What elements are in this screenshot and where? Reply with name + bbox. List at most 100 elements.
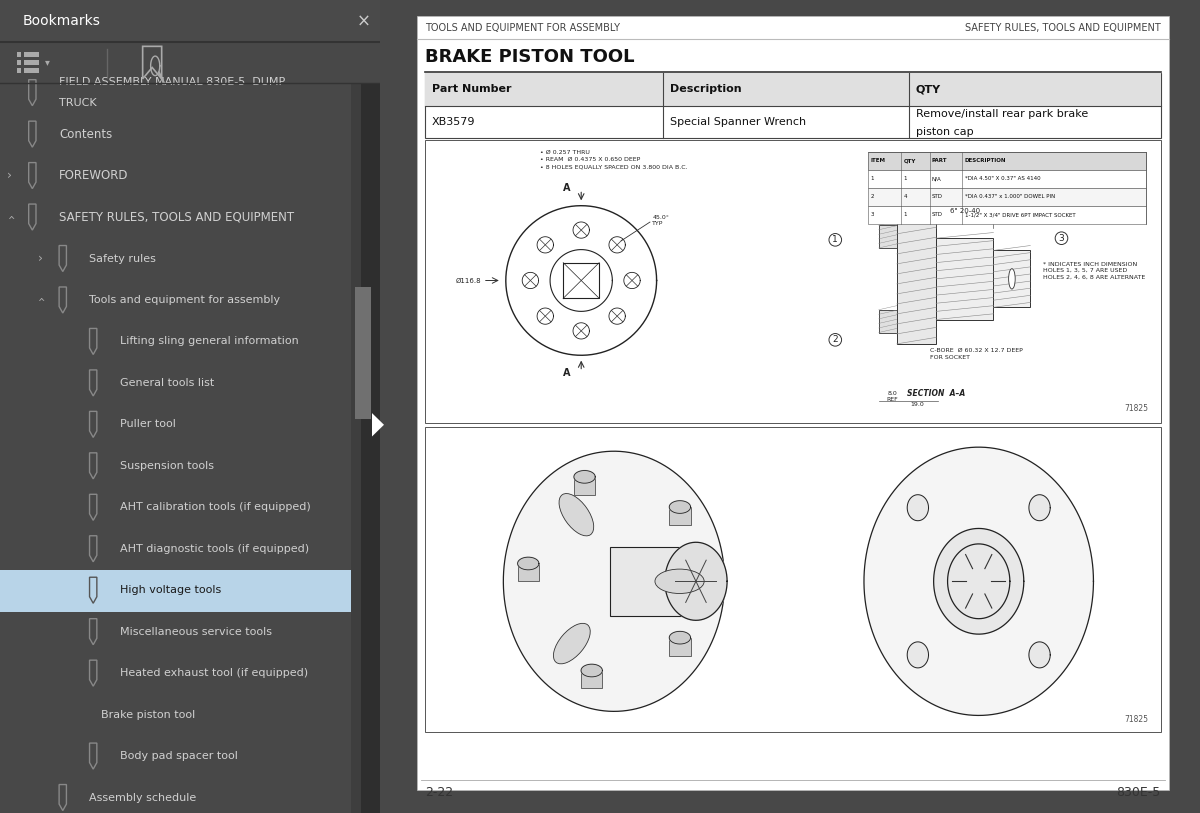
Text: 1: 1 <box>870 176 874 181</box>
Bar <box>0 42 380 83</box>
Text: Description: Description <box>670 85 742 94</box>
Text: * INDICATES INCH DIMENSION
HOLES 1, 3, 5, 7 ARE USED
HOLES 2, 4, 6, 8 ARE ALTERN: * INDICATES INCH DIMENSION HOLES 1, 3, 5… <box>1043 262 1145 280</box>
Text: A: A <box>563 368 570 378</box>
Bar <box>670 507 690 525</box>
Bar <box>994 250 1031 307</box>
Bar <box>426 73 1160 106</box>
Text: 1-1/2" X 3/4" DRIVE 6PT IMPACT SOCKET: 1-1/2" X 3/4" DRIVE 6PT IMPACT SOCKET <box>965 212 1075 217</box>
Text: ›: › <box>7 169 12 182</box>
Polygon shape <box>1028 642 1050 668</box>
Text: 71825: 71825 <box>1124 404 1148 413</box>
Text: 71825: 71825 <box>1124 715 1148 724</box>
Bar <box>868 188 1146 206</box>
Text: ▾: ▾ <box>44 58 49 67</box>
Polygon shape <box>907 494 929 520</box>
Bar <box>670 637 690 655</box>
Bar <box>878 225 896 248</box>
Ellipse shape <box>553 624 590 664</box>
Text: DESCRIPTION: DESCRIPTION <box>965 159 1007 163</box>
Text: 1: 1 <box>833 235 838 245</box>
Text: N/A: N/A <box>932 176 942 181</box>
Bar <box>17 68 20 73</box>
Bar <box>426 73 1160 138</box>
Bar <box>936 238 994 320</box>
Polygon shape <box>907 642 929 668</box>
Text: 1: 1 <box>904 176 907 181</box>
Text: Special Spanner Wrench: Special Spanner Wrench <box>670 117 806 127</box>
Text: ›: › <box>37 252 42 265</box>
Text: AHT diagnostic tools (if equipped): AHT diagnostic tools (if equipped) <box>120 544 308 554</box>
Text: ITEM: ITEM <box>870 159 886 163</box>
Text: Heated exhaust tool (if equipped): Heated exhaust tool (if equipped) <box>120 668 308 678</box>
Text: FIELD ASSEMBLY MANUAL 830E-5  DUMP: FIELD ASSEMBLY MANUAL 830E-5 DUMP <box>59 77 286 87</box>
Text: BRAKE PISTON TOOL: BRAKE PISTON TOOL <box>426 48 635 66</box>
Ellipse shape <box>559 493 594 536</box>
Text: 830E-5: 830E-5 <box>1116 786 1160 799</box>
Text: 8.0
REF: 8.0 REF <box>887 391 899 402</box>
Text: Body pad spacer tool: Body pad spacer tool <box>120 751 238 761</box>
Bar <box>354 287 371 419</box>
Polygon shape <box>864 447 1093 715</box>
Bar <box>878 310 896 333</box>
Bar <box>361 83 380 813</box>
Polygon shape <box>574 471 595 483</box>
Text: 3: 3 <box>870 212 874 217</box>
Text: Ø116.8: Ø116.8 <box>456 277 481 284</box>
Text: High voltage tools: High voltage tools <box>120 585 221 595</box>
Polygon shape <box>670 501 690 513</box>
Polygon shape <box>581 664 602 677</box>
Text: Contents: Contents <box>59 128 113 141</box>
Text: Suspension tools: Suspension tools <box>120 461 214 471</box>
Bar <box>517 563 539 581</box>
Text: PART: PART <box>932 159 948 163</box>
Text: ‹: ‹ <box>4 215 16 220</box>
Bar <box>0 571 352 612</box>
Text: Assembly schedule: Assembly schedule <box>89 793 197 802</box>
Text: Part Number: Part Number <box>432 85 511 94</box>
Polygon shape <box>503 451 725 711</box>
Polygon shape <box>934 528 1024 634</box>
Text: Puller tool: Puller tool <box>120 420 175 429</box>
Bar <box>17 52 20 57</box>
Bar <box>868 206 1146 224</box>
Text: ‹: ‹ <box>34 298 47 302</box>
Ellipse shape <box>655 569 704 593</box>
Text: STD: STD <box>932 194 943 199</box>
Text: SAFETY RULES, TOOLS AND EQUIPMENT: SAFETY RULES, TOOLS AND EQUIPMENT <box>965 23 1160 33</box>
Text: QTY: QTY <box>916 85 941 94</box>
Text: 3: 3 <box>1058 233 1064 243</box>
Polygon shape <box>670 632 690 644</box>
Text: C-BORE  Ø 60.32 X 12.7 DEEP
FOR SOCKET: C-BORE Ø 60.32 X 12.7 DEEP FOR SOCKET <box>930 348 1022 359</box>
Text: • Ø 0.257 THRU
• REAM  Ø 0.4375 X 0.650 DEEP
• 8 HOLES EQUALLY SPACED ON 3.800 D: • Ø 0.257 THRU • REAM Ø 0.4375 X 0.650 D… <box>540 150 688 169</box>
Bar <box>426 427 1160 732</box>
Text: Lifting sling general information: Lifting sling general information <box>120 337 299 346</box>
Text: Safety rules: Safety rules <box>89 254 156 263</box>
Polygon shape <box>372 413 384 437</box>
Ellipse shape <box>1009 268 1015 289</box>
Text: QTY: QTY <box>904 159 916 163</box>
Bar <box>24 68 38 73</box>
Text: Tools and equipment for assembly: Tools and equipment for assembly <box>89 295 281 305</box>
Text: SECTION  A–A: SECTION A–A <box>906 389 965 398</box>
Bar <box>574 477 595 495</box>
Text: TOOLS AND EQUIPMENT FOR ASSEMBLY: TOOLS AND EQUIPMENT FOR ASSEMBLY <box>426 23 620 33</box>
Text: Miscellaneous service tools: Miscellaneous service tools <box>120 627 272 637</box>
Text: FOREWORD: FOREWORD <box>59 169 128 182</box>
Text: Remove/install rear park brake: Remove/install rear park brake <box>916 109 1088 119</box>
Text: Bookmarks: Bookmarks <box>23 14 101 28</box>
Bar <box>896 214 936 344</box>
Text: STD: STD <box>932 212 943 217</box>
Text: 2: 2 <box>870 194 874 199</box>
Bar <box>610 547 692 616</box>
Text: TRUCK: TRUCK <box>59 98 96 108</box>
Bar <box>17 60 20 65</box>
Text: 6" 20-40: 6" 20-40 <box>949 208 980 214</box>
Text: *DIA 4.50" X 0.37" AS 4140: *DIA 4.50" X 0.37" AS 4140 <box>965 176 1040 181</box>
Text: *DIA 0.437" x 1.000" DOWEL PIN: *DIA 0.437" x 1.000" DOWEL PIN <box>965 194 1055 199</box>
Polygon shape <box>517 557 539 570</box>
Text: AHT calibration tools (if equipped): AHT calibration tools (if equipped) <box>120 502 311 512</box>
Text: 19.0: 19.0 <box>911 402 924 406</box>
Text: 1: 1 <box>904 212 907 217</box>
Bar <box>24 52 38 57</box>
Text: General tools list: General tools list <box>120 378 214 388</box>
